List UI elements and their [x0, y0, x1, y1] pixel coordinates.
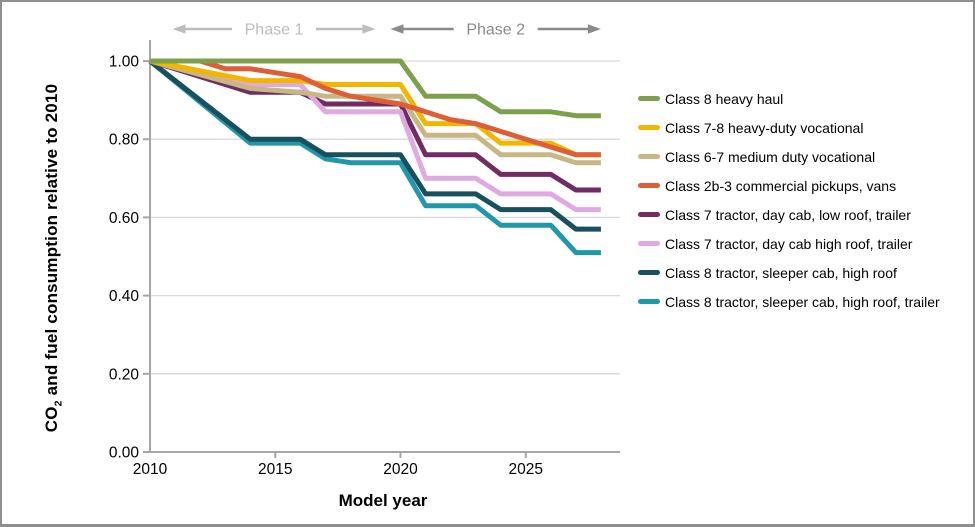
- legend-swatch-2: [638, 125, 660, 130]
- legend-item-4: Class 2b-3 commercial pickups, vans: [638, 171, 968, 200]
- phase-arrow-right: [362, 24, 376, 34]
- y-axis-title-subscript: 2: [52, 400, 65, 407]
- legend-swatch-3: [638, 154, 660, 159]
- x-axis-title: Model year: [338, 491, 428, 510]
- legend-label-7: Class 8 tractor, sleeper cab, high roof: [665, 264, 897, 281]
- y-tick-label: 0.80: [109, 132, 140, 149]
- y-tick-label: 0.40: [109, 288, 140, 305]
- y-tick-label: 0.20: [109, 366, 140, 383]
- legend-item-2: Class 7-8 heavy-duty vocational: [638, 113, 968, 142]
- legend-item-1: Class 8 heavy haul: [638, 84, 968, 113]
- legend-label-5: Class 7 tractor, day cab, low roof, trai…: [665, 206, 911, 223]
- legend-swatch-7: [638, 270, 660, 275]
- legend-swatch-4: [638, 183, 660, 188]
- phase-label: Phase 1: [245, 22, 304, 39]
- legend-item-6: Class 7 tractor, day cab high roof, trai…: [638, 229, 968, 258]
- series-line-7: [148, 59, 601, 232]
- legend-label-1: Class 8 heavy haul: [665, 90, 784, 107]
- x-tick-label: 2020: [383, 461, 418, 478]
- legend-label-3: Class 6-7 medium duty vocational: [665, 148, 876, 165]
- x-tick-label: 2025: [509, 461, 543, 478]
- legend-swatch-5: [638, 212, 660, 217]
- phase-label: Phase 2: [466, 22, 525, 39]
- legend-label-8: Class 8 tractor, sleeper cab, high roof,…: [665, 293, 940, 310]
- legend-item-7: Class 8 tractor, sleeper cab, high roof: [638, 258, 968, 287]
- legend-swatch-8: [638, 299, 660, 304]
- y-axis-title-text: CO: [42, 406, 61, 433]
- series-line-3: [149, 58, 601, 166]
- phase-arrow-left: [172, 24, 186, 34]
- y-tick-label: 0.60: [109, 210, 140, 227]
- legend-label-6: Class 7 tractor, day cab high roof, trai…: [665, 235, 913, 252]
- x-tick-label: 2010: [133, 461, 168, 478]
- y-axis-title: CO2 and fuel consumption relative to 201…: [39, 42, 65, 474]
- legend-item-3: Class 6-7 medium duty vocational: [638, 142, 968, 171]
- series-line-4: [150, 58, 601, 158]
- legend-swatch-1: [638, 96, 660, 101]
- legend-item-5: Class 7 tractor, day cab, low roof, trai…: [638, 200, 968, 229]
- series-line-8: [148, 59, 601, 256]
- phase-arrow-left: [390, 24, 404, 34]
- legend-item-8: Class 8 tractor, sleeper cab, high roof,…: [638, 287, 968, 316]
- legend-label-2: Class 7-8 heavy-duty vocational: [665, 119, 864, 136]
- y-tick-label: 1.00: [109, 54, 140, 71]
- legend-swatch-6: [638, 241, 660, 246]
- series-line-1: [150, 58, 601, 119]
- x-tick-label: 2015: [258, 461, 292, 478]
- chart-legend: Class 8 heavy haul Class 7-8 heavy-duty v…: [638, 84, 968, 316]
- phase-arrow-right: [587, 24, 601, 34]
- y-axis-title-text-rest: and fuel consumption relative to 2010: [42, 83, 61, 401]
- series-line-6: [149, 58, 601, 213]
- legend-label-4: Class 2b-3 commercial pickups, vans: [665, 177, 897, 194]
- y-tick-label: 0.00: [109, 445, 140, 462]
